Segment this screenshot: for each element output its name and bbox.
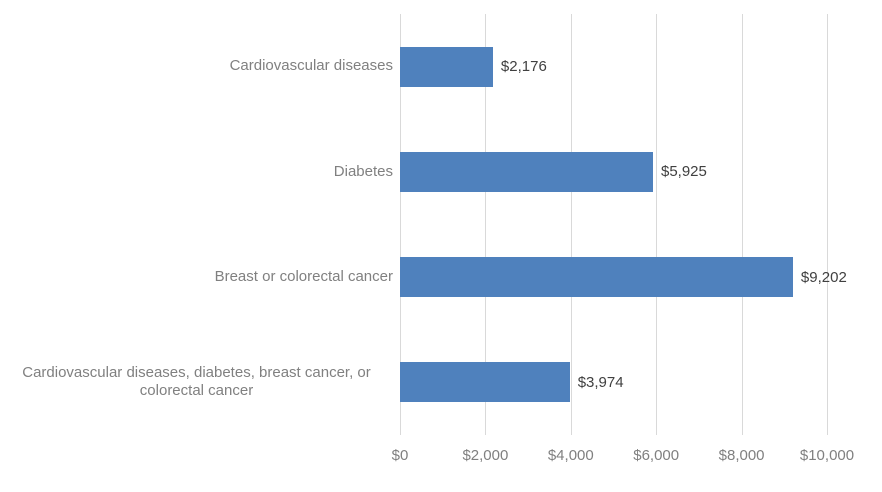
value-label: $5,925 bbox=[660, 163, 707, 181]
category-label: Cardiovascular diseases bbox=[229, 57, 393, 75]
value-label: $9,202 bbox=[800, 268, 847, 286]
gridline bbox=[570, 14, 572, 435]
gridline bbox=[741, 14, 743, 435]
gridline bbox=[827, 14, 828, 435]
category-label: Diabetes bbox=[333, 162, 393, 180]
x-axis-tick-label: $0 bbox=[391, 447, 409, 464]
bar bbox=[400, 362, 570, 403]
x-axis-tick-label: $4,000 bbox=[547, 447, 594, 464]
gridline bbox=[485, 14, 487, 435]
bar bbox=[400, 151, 653, 192]
category-label: Breast or colorectal cancer bbox=[214, 267, 393, 285]
bar bbox=[400, 257, 793, 298]
bar bbox=[400, 46, 493, 87]
value-label: $2,176 bbox=[500, 58, 547, 76]
x-axis-tick-label: $2,000 bbox=[462, 447, 509, 464]
x-axis-tick-label: $6,000 bbox=[633, 447, 680, 464]
x-axis-tick-label: $10,000 bbox=[799, 447, 855, 464]
gridline bbox=[400, 14, 401, 435]
value-label: $3,974 bbox=[577, 373, 624, 391]
category-label: Cardiovascular diseases, diabetes, breas… bbox=[22, 363, 371, 400]
gridline bbox=[656, 14, 658, 435]
x-axis-tick-label: $8,000 bbox=[718, 447, 765, 464]
